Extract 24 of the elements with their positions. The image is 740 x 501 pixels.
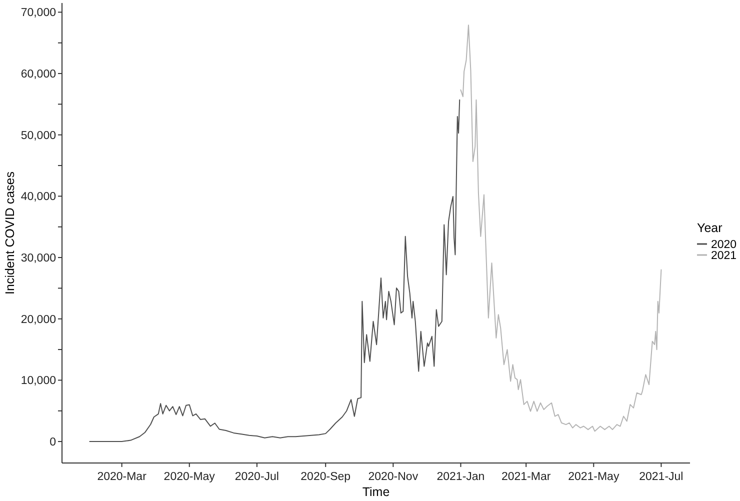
x-tick-label: 2020-Sep bbox=[300, 471, 351, 483]
x-tick-label: 2021-May bbox=[568, 471, 620, 483]
y-tick-label: 50,000 bbox=[20, 130, 56, 142]
y-tick-label: 40,000 bbox=[20, 191, 56, 204]
y-axis-title: Incident COVID cases bbox=[3, 172, 17, 294]
x-tick-label: 2020-May bbox=[164, 471, 216, 483]
x-tick-label: 2021-Mar bbox=[501, 471, 551, 483]
x-tick-label: 2021-Jul bbox=[639, 471, 684, 483]
y-tick-label: 0 bbox=[50, 436, 56, 449]
y-tick-label: 60,000 bbox=[20, 68, 56, 81]
line-series bbox=[89, 99, 460, 442]
x-tick-label: 2020-Mar bbox=[97, 471, 147, 483]
x-tick-label: 2020-Nov bbox=[368, 471, 418, 483]
x-tick-label: 2020-Jul bbox=[234, 471, 279, 483]
y-tick-label: 70,000 bbox=[20, 7, 56, 20]
legend-title: Year bbox=[697, 221, 722, 235]
y-tick-label: 20,000 bbox=[20, 314, 56, 326]
legend-label: 2021 bbox=[711, 250, 737, 262]
y-tick-label: 10,000 bbox=[20, 375, 56, 388]
x-tick-label: 2021-Jan bbox=[436, 471, 485, 483]
x-axis-title: Time bbox=[362, 485, 390, 499]
legend-label: 2020 bbox=[711, 239, 737, 251]
y-tick-label: 30,000 bbox=[20, 252, 56, 265]
line-series bbox=[460, 24, 662, 432]
